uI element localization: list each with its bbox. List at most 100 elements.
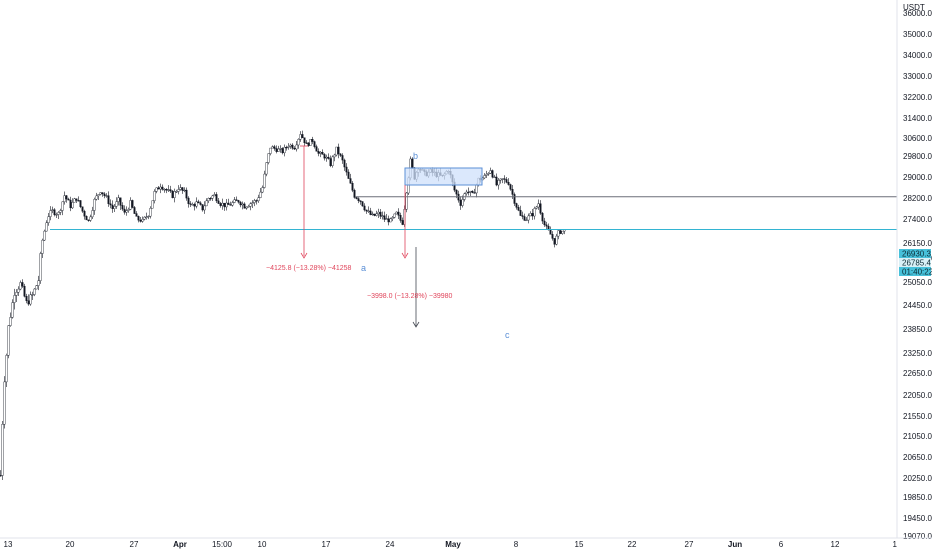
candle-body <box>513 194 516 204</box>
price-tick-label: 33000.0 <box>903 72 932 81</box>
candle-body <box>67 198 70 201</box>
candle-body <box>361 201 364 207</box>
candle-body <box>9 317 12 326</box>
candle-body <box>149 207 152 217</box>
measure-line-1-arrow-icon <box>300 252 308 259</box>
candle-body <box>315 146 318 152</box>
candle-body <box>511 189 514 195</box>
candle-body <box>241 203 244 206</box>
candle-body <box>281 148 284 154</box>
candle-body <box>273 146 276 149</box>
candle-body <box>377 211 380 215</box>
candle-body <box>455 189 458 195</box>
candle-body <box>257 197 260 202</box>
candle-body <box>189 203 192 205</box>
candle-body <box>37 280 40 286</box>
candle-body <box>219 203 222 206</box>
candle-body <box>353 190 356 198</box>
candle-body <box>95 195 98 200</box>
candle-body <box>69 199 72 209</box>
measure-line-2-arrow-icon <box>401 252 409 259</box>
candle-body <box>197 201 200 204</box>
measure-label-1: −4125.8 (−13.28%) −41258 <box>266 265 352 272</box>
candle-body <box>233 199 236 203</box>
price-axis[interactable]: USDT 36000.0 35000.0 34000.0 33000.0 32200.0… <box>896 0 932 541</box>
candle-body <box>333 154 336 158</box>
candle-body <box>161 186 164 190</box>
candle-body <box>207 198 210 202</box>
wave-label-a: a <box>361 263 366 273</box>
candle-body <box>127 209 130 211</box>
candle-body <box>549 229 552 235</box>
price-badge-1-text: 26930.3 <box>902 250 931 259</box>
candle-body <box>213 194 216 197</box>
candle-body <box>307 142 310 146</box>
candle-body <box>167 189 170 191</box>
candle-body <box>229 204 232 206</box>
candle-body <box>515 203 518 208</box>
candle-body <box>39 253 42 281</box>
candle-body <box>133 207 136 214</box>
candle-body <box>387 218 390 223</box>
candle-body <box>269 147 272 154</box>
candle-body <box>23 286 26 297</box>
candle-body <box>367 210 370 212</box>
candle-body <box>363 205 366 211</box>
candle-body <box>309 139 312 146</box>
candle-body <box>7 325 10 356</box>
candle-body <box>29 294 32 305</box>
candle-body <box>105 195 108 197</box>
candle-body <box>171 190 174 198</box>
candle-body <box>225 202 228 208</box>
candle-body <box>175 191 178 193</box>
price-tick-label: 29000.0 <box>903 173 932 182</box>
candle-body <box>185 189 188 199</box>
time-axis[interactable]: 13 20 27 Apr 15:00 10 17 24 May 8 15 22 27 Jun 6 12 1 <box>0 537 932 549</box>
candle-body <box>159 186 162 190</box>
levels-layer <box>50 196 897 231</box>
time-tick-label: 6 <box>779 540 784 549</box>
candle-body <box>147 215 150 218</box>
candle-body <box>495 176 498 186</box>
drop-line-c-arrow-icon <box>412 321 420 328</box>
candle-body <box>331 156 334 166</box>
candle-body <box>485 173 488 176</box>
candle-body <box>359 200 362 202</box>
candle-body <box>91 210 94 218</box>
candle-body <box>337 146 340 155</box>
wave-b-rectangle[interactable] <box>404 167 483 186</box>
wave-label-b: b <box>413 151 418 161</box>
candle-body <box>517 207 520 211</box>
time-tick-label: 13 <box>4 540 13 549</box>
price-tick-label: 23250.0 <box>903 349 932 358</box>
candle-body <box>41 239 44 254</box>
candle-body <box>379 211 382 217</box>
time-tick-label: 15:00 <box>212 540 233 549</box>
candle-body <box>21 282 24 287</box>
candle-body <box>369 210 372 215</box>
time-tick-label: 20 <box>66 540 75 549</box>
candle-body <box>235 199 238 201</box>
candle-body <box>63 195 66 203</box>
candle-body <box>79 200 82 207</box>
candle-body <box>83 210 86 217</box>
candle-body <box>157 187 160 190</box>
candle-body <box>117 197 120 202</box>
candle-body <box>199 202 202 205</box>
candle-body <box>203 205 206 211</box>
candle-body <box>399 215 402 221</box>
candle-body <box>15 292 18 296</box>
candle-body <box>323 154 326 159</box>
candle-body <box>491 170 494 178</box>
candle-body <box>499 178 502 181</box>
candle-body <box>115 201 118 207</box>
candle-body <box>239 201 242 206</box>
candle-body <box>81 206 84 212</box>
candle-body <box>99 192 102 195</box>
candle-body <box>393 213 396 218</box>
price-tick-label: 28200.0 <box>903 194 932 203</box>
candle-body <box>89 216 92 221</box>
candle-body <box>141 218 144 222</box>
